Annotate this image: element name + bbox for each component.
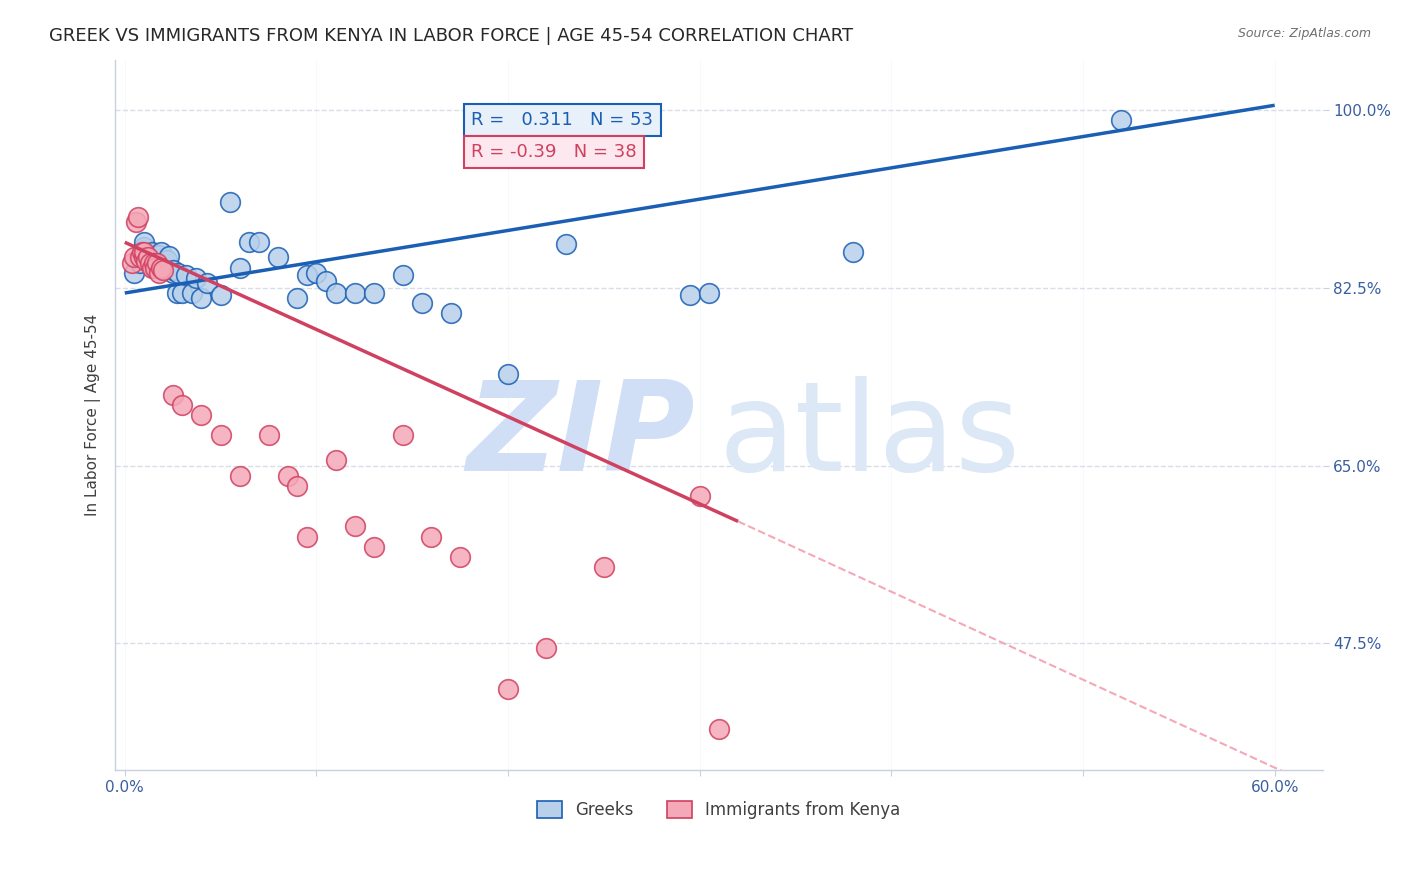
Point <box>325 453 347 467</box>
Point <box>138 250 160 264</box>
Point <box>363 285 385 300</box>
Point <box>162 266 184 280</box>
Point <box>295 530 318 544</box>
Point <box>496 368 519 382</box>
Point <box>277 468 299 483</box>
Point <box>593 560 616 574</box>
Point <box>141 260 163 275</box>
Point <box>129 251 152 265</box>
Point <box>135 253 157 268</box>
Legend: Greeks, Immigrants from Kenya: Greeks, Immigrants from Kenya <box>530 794 907 826</box>
Point <box>229 260 252 275</box>
Point <box>707 723 730 737</box>
Point <box>449 549 471 564</box>
Point <box>121 255 143 269</box>
Point <box>257 428 280 442</box>
Point <box>229 468 252 483</box>
Point <box>305 266 328 280</box>
Point <box>127 210 149 224</box>
Point <box>152 262 174 277</box>
Point <box>132 240 155 254</box>
Point <box>152 259 174 273</box>
Point <box>325 285 347 300</box>
Point <box>132 235 155 250</box>
Point <box>132 247 155 261</box>
Text: ZIP: ZIP <box>465 376 695 497</box>
Point <box>131 245 153 260</box>
Point <box>209 428 232 442</box>
Point <box>141 245 163 260</box>
Point <box>156 252 179 267</box>
Point <box>136 253 159 268</box>
Point <box>166 285 188 300</box>
Point <box>131 251 153 265</box>
Point <box>496 681 519 696</box>
Point <box>295 268 318 282</box>
Point <box>315 274 337 288</box>
Point <box>554 237 576 252</box>
Point <box>174 268 197 282</box>
Point <box>411 296 433 310</box>
Point <box>172 285 194 300</box>
Point <box>153 255 176 269</box>
Point <box>132 244 155 258</box>
Point <box>150 260 173 275</box>
Point <box>420 530 443 544</box>
Point <box>842 245 865 260</box>
Point <box>343 285 366 300</box>
Point <box>148 266 170 280</box>
Point <box>132 251 155 265</box>
Text: Source: ZipAtlas.com: Source: ZipAtlas.com <box>1237 27 1371 40</box>
Point <box>285 479 308 493</box>
Point <box>343 519 366 533</box>
Point <box>136 251 159 265</box>
Point <box>391 428 413 442</box>
Point <box>152 262 174 277</box>
Point <box>1111 113 1133 128</box>
Point <box>142 258 165 272</box>
Point <box>536 641 558 656</box>
Point <box>162 262 184 277</box>
Point <box>145 254 167 268</box>
Point <box>129 255 152 269</box>
Point <box>195 276 218 290</box>
Point <box>679 288 702 302</box>
Point <box>150 245 173 260</box>
Point <box>124 251 146 265</box>
Point <box>180 285 202 300</box>
Point <box>145 260 167 275</box>
Point <box>190 408 212 422</box>
Point <box>697 285 720 300</box>
Point <box>267 251 290 265</box>
Point <box>190 291 212 305</box>
Point <box>391 268 413 282</box>
Point <box>146 255 169 269</box>
Point <box>219 194 242 209</box>
Point <box>689 489 711 503</box>
Point <box>184 270 207 285</box>
Point <box>132 245 155 260</box>
Text: GREEK VS IMMIGRANTS FROM KENYA IN LABOR FORCE | AGE 45-54 CORRELATION CHART: GREEK VS IMMIGRANTS FROM KENYA IN LABOR … <box>49 27 853 45</box>
Point <box>172 398 194 412</box>
Point <box>142 255 165 269</box>
Point <box>142 260 165 275</box>
Point <box>138 255 160 269</box>
Text: atlas: atlas <box>718 376 1021 497</box>
Text: R =   0.311   N = 53: R = 0.311 N = 53 <box>471 111 654 129</box>
Point <box>247 235 270 250</box>
Point <box>148 248 170 262</box>
Point <box>125 215 148 229</box>
Point <box>124 266 146 280</box>
Y-axis label: In Labor Force | Age 45-54: In Labor Force | Age 45-54 <box>86 314 101 516</box>
Point <box>439 306 461 320</box>
Point <box>285 291 308 305</box>
Point <box>209 288 232 302</box>
Point <box>238 235 260 250</box>
Point <box>363 540 385 554</box>
Point <box>146 252 169 266</box>
Text: R = -0.39   N = 38: R = -0.39 N = 38 <box>471 143 637 161</box>
Point <box>162 387 184 401</box>
Point <box>167 266 190 280</box>
Point <box>157 250 180 264</box>
